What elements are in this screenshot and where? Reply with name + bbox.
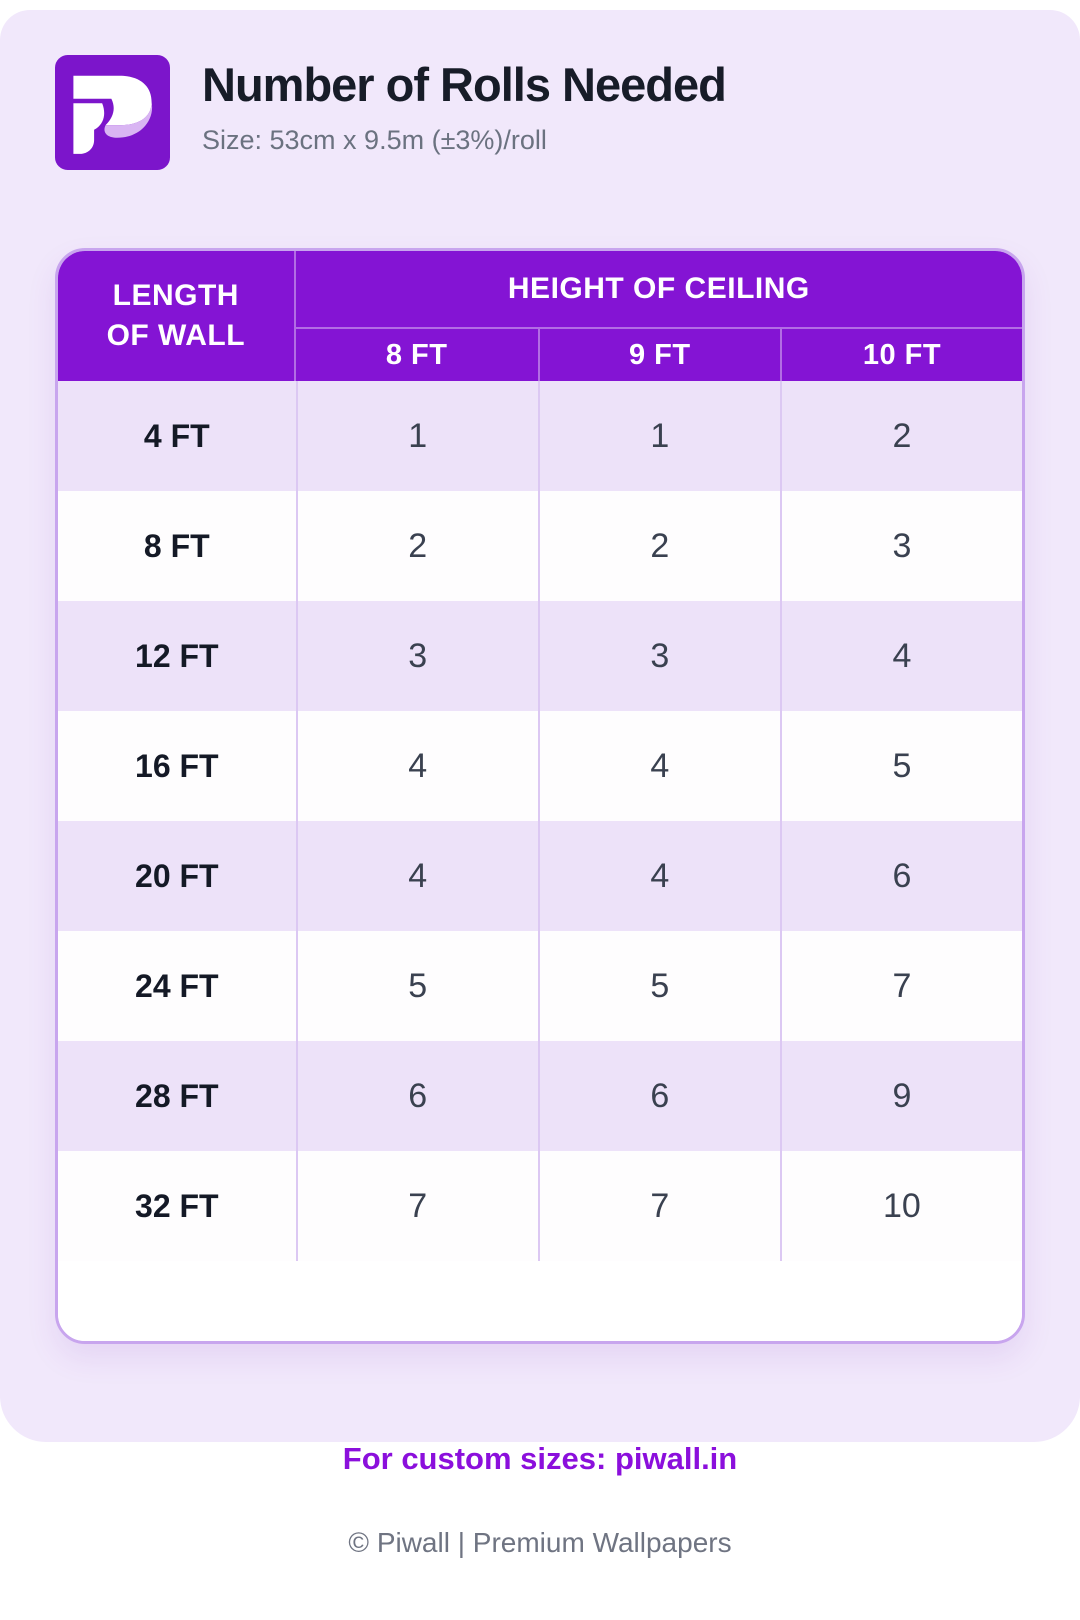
value-cell: 4 bbox=[537, 711, 780, 821]
value-cell: 3 bbox=[295, 601, 538, 711]
rolls-table: LENGTH OF WALL HEIGHT OF CEILING 8 FT 9 … bbox=[55, 248, 1025, 1344]
value-cell: 7 bbox=[779, 931, 1022, 1041]
row-label-cell: 4 FT bbox=[58, 381, 296, 491]
col-header-8ft: 8 FT bbox=[295, 329, 538, 381]
value-cell: 6 bbox=[779, 821, 1022, 931]
col-header-10ft: 10 FT bbox=[779, 329, 1022, 381]
piwall-logo-icon bbox=[55, 55, 170, 170]
value-cell: 5 bbox=[295, 931, 538, 1041]
row-label-cell: 24 FT bbox=[58, 931, 296, 1041]
value-cell: 4 bbox=[537, 821, 780, 931]
value-cell: 3 bbox=[779, 491, 1022, 601]
row-label-cell: 16 FT bbox=[58, 711, 296, 821]
row-label-cell: 28 FT bbox=[58, 1041, 296, 1151]
page-footer: For custom sizes: piwall.in © Piwall | P… bbox=[0, 1344, 1080, 1559]
value-cell: 7 bbox=[537, 1151, 780, 1261]
rolls-table-grid: LENGTH OF WALL HEIGHT OF CEILING 8 FT 9 … bbox=[58, 251, 1022, 1341]
col-header-9ft: 9 FT bbox=[537, 329, 780, 381]
value-cell: 6 bbox=[537, 1041, 780, 1151]
row-label-cell: 32 FT bbox=[58, 1151, 296, 1261]
value-cell: 5 bbox=[537, 931, 780, 1041]
value-cell: 1 bbox=[295, 381, 538, 491]
row-label-cell: 8 FT bbox=[58, 491, 296, 601]
table-bottom-spacer bbox=[58, 1261, 1022, 1341]
copyright-text: © Piwall | Premium Wallpapers bbox=[348, 1527, 732, 1558]
value-cell: 4 bbox=[295, 821, 538, 931]
custom-sizes-link[interactable]: For custom sizes: piwall.in bbox=[342, 1441, 738, 1476]
page-header: Number of Rolls Needed Size: 53cm x 9.5m… bbox=[0, 0, 1080, 170]
page-title: Number of Rolls Needed bbox=[202, 58, 727, 111]
page-subtitle: Size: 53cm x 9.5m (±3%)/roll bbox=[202, 124, 547, 155]
value-cell: 3 bbox=[537, 601, 780, 711]
value-cell: 5 bbox=[779, 711, 1022, 821]
row-label-cell: 20 FT bbox=[58, 821, 296, 931]
value-cell: 9 bbox=[779, 1041, 1022, 1151]
value-cell: 2 bbox=[779, 381, 1022, 491]
value-cell: 4 bbox=[779, 601, 1022, 711]
value-cell: 1 bbox=[537, 381, 780, 491]
value-cell: 6 bbox=[295, 1041, 538, 1151]
value-cell: 2 bbox=[537, 491, 780, 601]
corner-header-cell: LENGTH OF WALL bbox=[58, 251, 296, 381]
value-cell: 7 bbox=[295, 1151, 538, 1261]
value-cell: 10 bbox=[779, 1151, 1022, 1261]
value-cell: 4 bbox=[295, 711, 538, 821]
group-header-cell: HEIGHT OF CEILING bbox=[295, 251, 1022, 329]
value-cell: 2 bbox=[295, 491, 538, 601]
row-label-cell: 12 FT bbox=[58, 601, 296, 711]
